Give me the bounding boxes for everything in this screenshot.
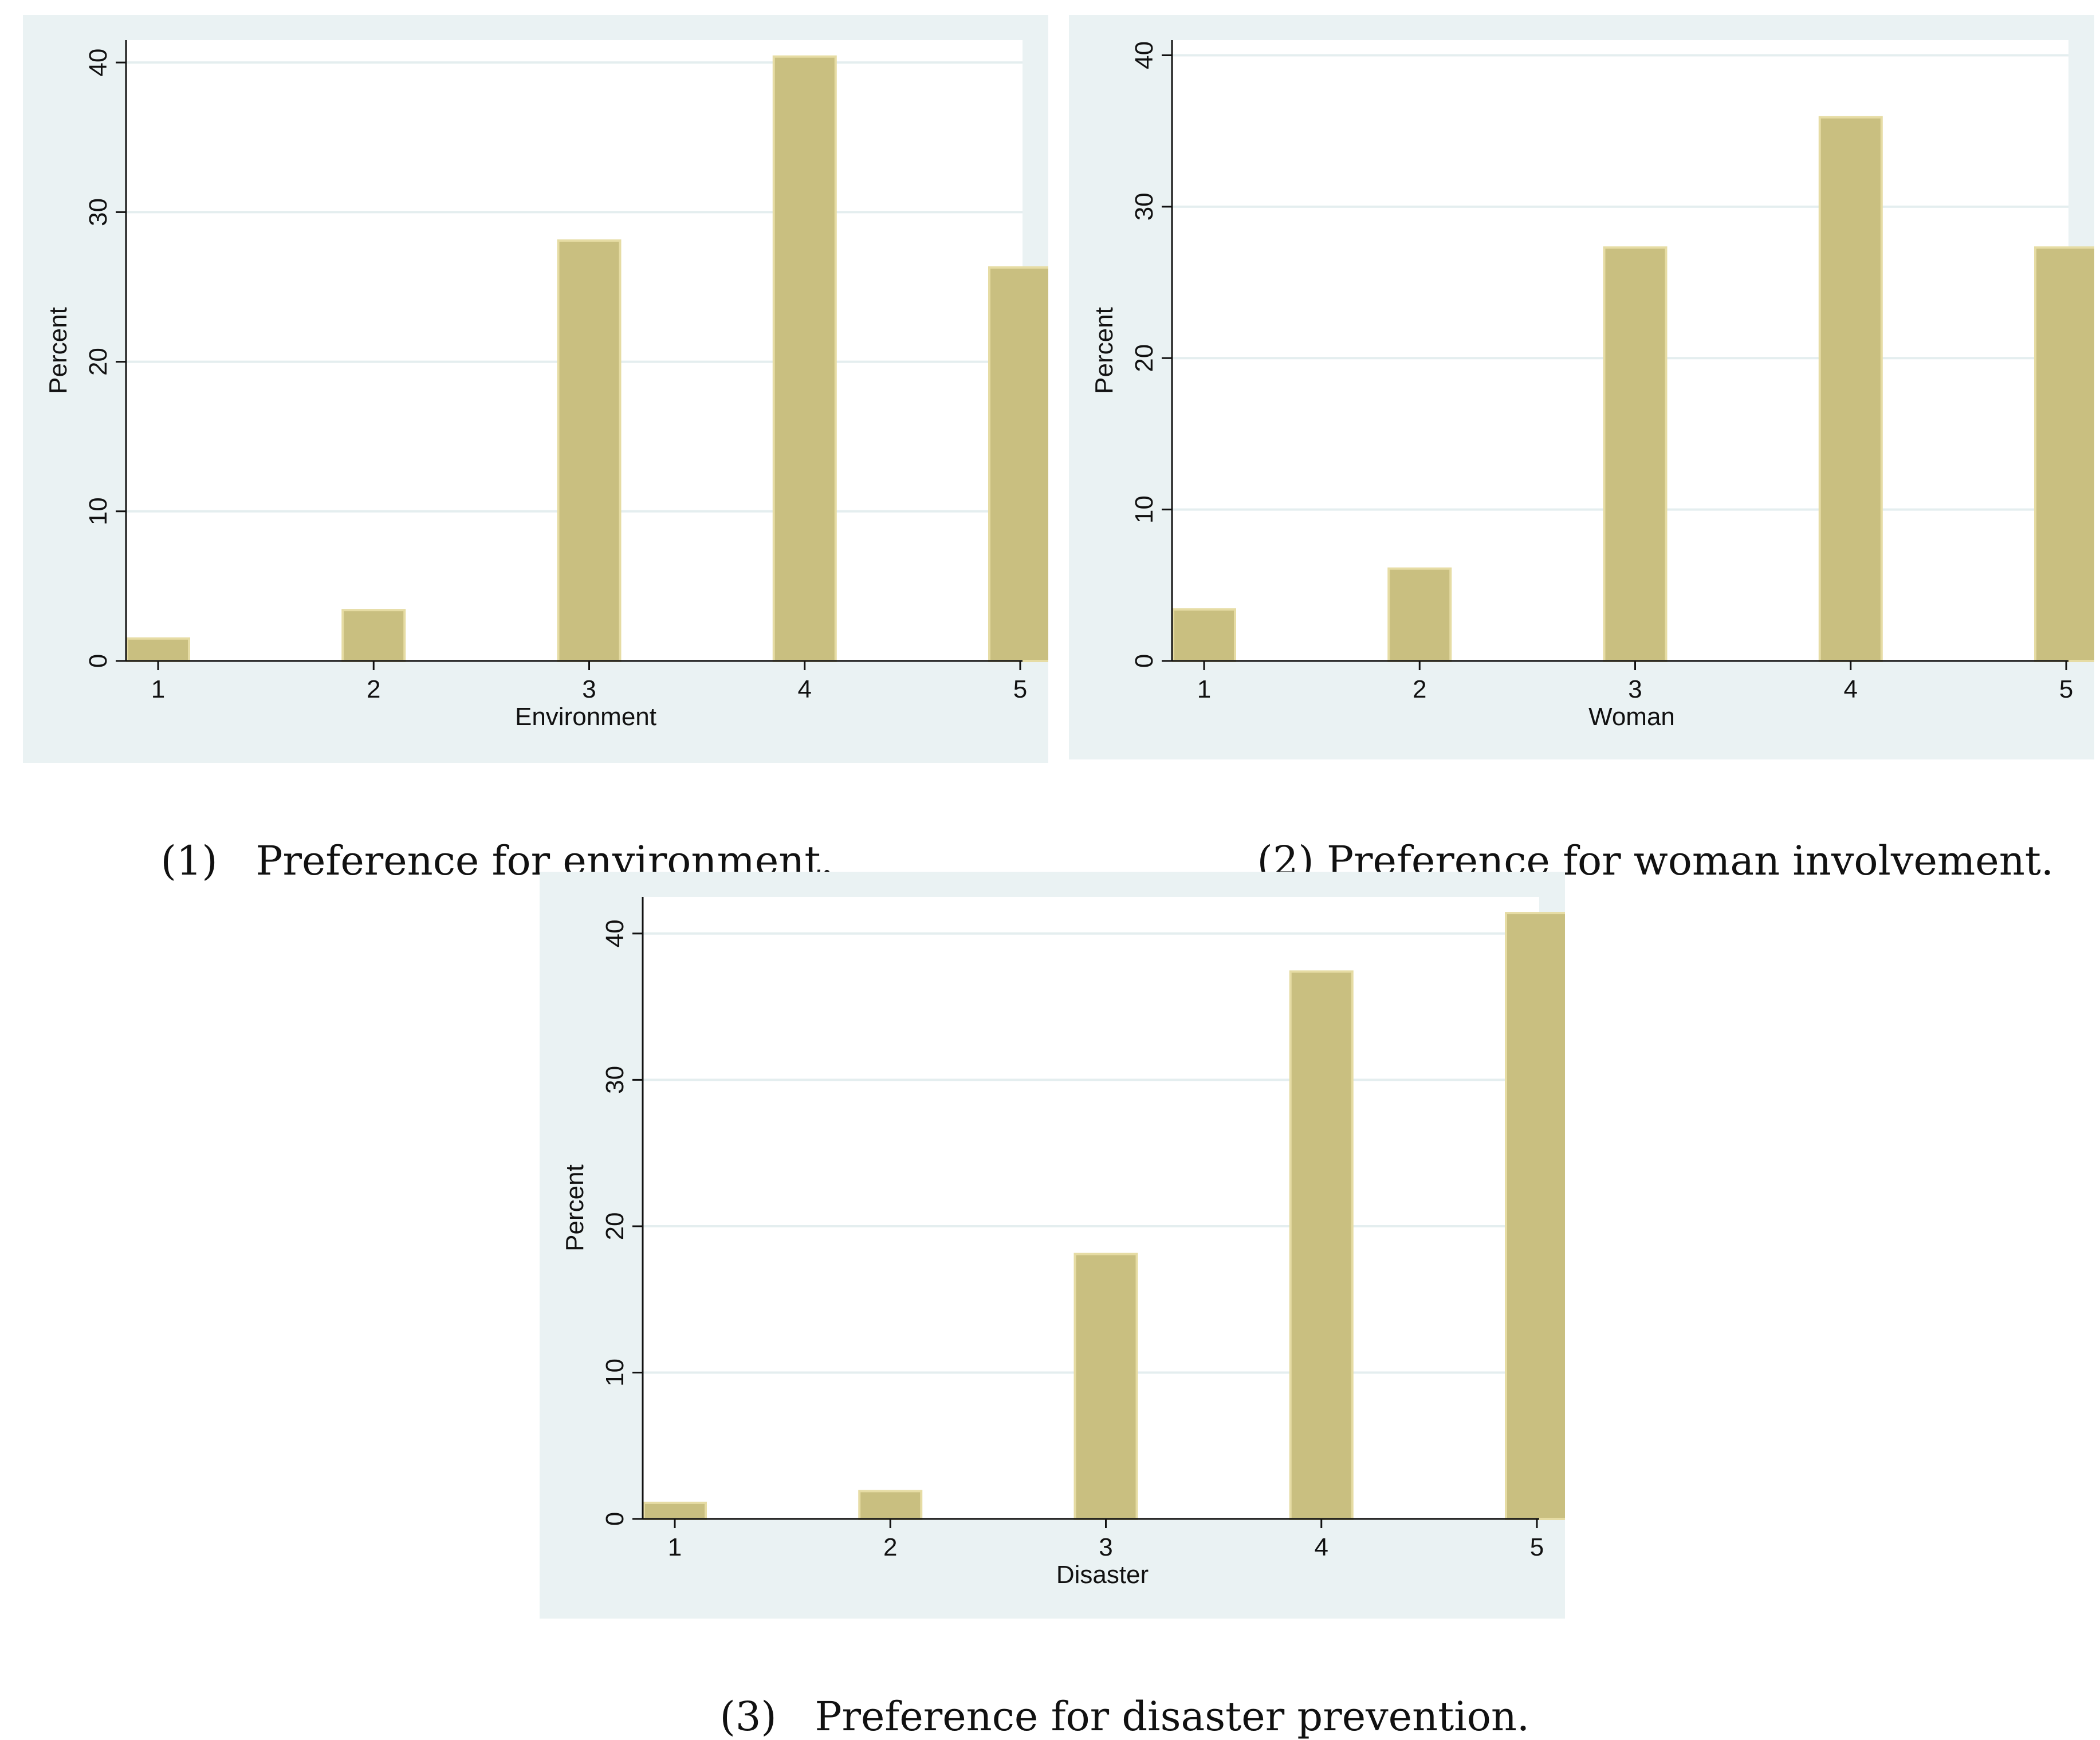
caption-woman: (2) Preference for woman involvement. xyxy=(1232,801,2054,881)
y-axis-title: Percent xyxy=(44,307,72,394)
y-axis-title: Percent xyxy=(1090,307,1118,394)
x-tick-label: 2 xyxy=(1413,675,1426,703)
x-tick-label: 4 xyxy=(798,675,812,703)
x-tick-label: 3 xyxy=(1099,1533,1112,1561)
bar-5 xyxy=(2034,246,2094,662)
caption-number: (3) xyxy=(719,1693,777,1740)
y-tick-label: 10 xyxy=(1130,495,1158,523)
caption-text: Preference for woman involvement. xyxy=(1326,837,2054,884)
caption-environment: (1) Preference for environment. xyxy=(135,801,833,881)
y-tick-label: 40 xyxy=(84,49,112,77)
bar-1 xyxy=(643,1501,707,1520)
x-tick-label: 4 xyxy=(1315,1533,1328,1561)
chart-panel-woman: 0 10 20 30 40 1 2 3 4 5 Woman Percent xyxy=(1069,15,2094,759)
x-tick-label: 2 xyxy=(883,1533,897,1561)
bar-2 xyxy=(858,1490,923,1521)
y-tick-label: 10 xyxy=(601,1359,629,1387)
y-tick-label: 0 xyxy=(84,654,112,668)
y-tick-label: 0 xyxy=(1130,654,1158,668)
y-tick-label: 20 xyxy=(84,348,112,376)
bar-3 xyxy=(1073,1253,1138,1520)
bar-3 xyxy=(557,239,622,662)
x-tick-label: 1 xyxy=(668,1533,682,1561)
caption-number: (1) xyxy=(160,837,218,884)
y-tick-label: 40 xyxy=(1130,41,1158,69)
x-tick-label: 2 xyxy=(367,675,380,703)
caption-disaster: (3) Preference for disaster prevention. xyxy=(694,1656,1530,1740)
x-tick-label: 5 xyxy=(2059,675,2073,703)
x-tick-label: 5 xyxy=(1013,675,1027,703)
x-tick-label: 1 xyxy=(151,675,165,703)
y-tick-label: 40 xyxy=(601,919,629,947)
bar-1 xyxy=(126,637,190,663)
x-tick-label: 3 xyxy=(1628,675,1642,703)
bar-4 xyxy=(1289,970,1354,1520)
bar-chart-disaster: 0 10 20 30 40 1 2 3 4 5 Disaster Percent xyxy=(561,897,1565,1589)
x-axis-title: Woman xyxy=(1588,703,1675,731)
x-tick-label: 4 xyxy=(1844,675,1858,703)
y-axis-title: Percent xyxy=(561,1164,589,1251)
y-tick-label: 30 xyxy=(601,1066,629,1094)
y-tick-label: 20 xyxy=(1130,344,1158,372)
bar-4 xyxy=(1818,116,1883,662)
bar-5 xyxy=(988,266,1048,662)
bar-4 xyxy=(772,55,837,662)
bar-1 xyxy=(1172,608,1236,662)
y-tick-label: 30 xyxy=(84,198,112,226)
x-tick-label: 3 xyxy=(582,675,596,703)
bar-2 xyxy=(1387,567,1452,662)
bar-chart-environment: 0 10 20 30 40 1 2 3 4 5 Environment Percent xyxy=(44,40,1048,731)
x-axis-title: Disaster xyxy=(1056,1561,1149,1589)
chart-panel-environment: 0 10 20 30 40 1 2 3 4 5 Environment Percent xyxy=(23,15,1048,763)
y-tick-label: 0 xyxy=(601,1512,629,1526)
y-tick-label: 20 xyxy=(601,1212,629,1240)
x-axis-title: Environment xyxy=(515,703,656,731)
x-tick-label: 5 xyxy=(1530,1533,1544,1561)
chart-panel-disaster: 0 10 20 30 40 1 2 3 4 5 Disaster Percent xyxy=(540,872,1565,1619)
caption-text: Preference for disaster prevention. xyxy=(815,1693,1530,1740)
bar-chart-woman: 0 10 20 30 40 1 2 3 4 5 Woman Percent xyxy=(1090,40,2094,731)
bar-2 xyxy=(341,609,406,662)
y-tick-label: 10 xyxy=(84,497,112,525)
y-tick-label: 30 xyxy=(1130,192,1158,221)
x-tick-label: 1 xyxy=(1197,675,1211,703)
bar-3 xyxy=(1603,246,1668,662)
bar-5 xyxy=(1505,912,1565,1520)
